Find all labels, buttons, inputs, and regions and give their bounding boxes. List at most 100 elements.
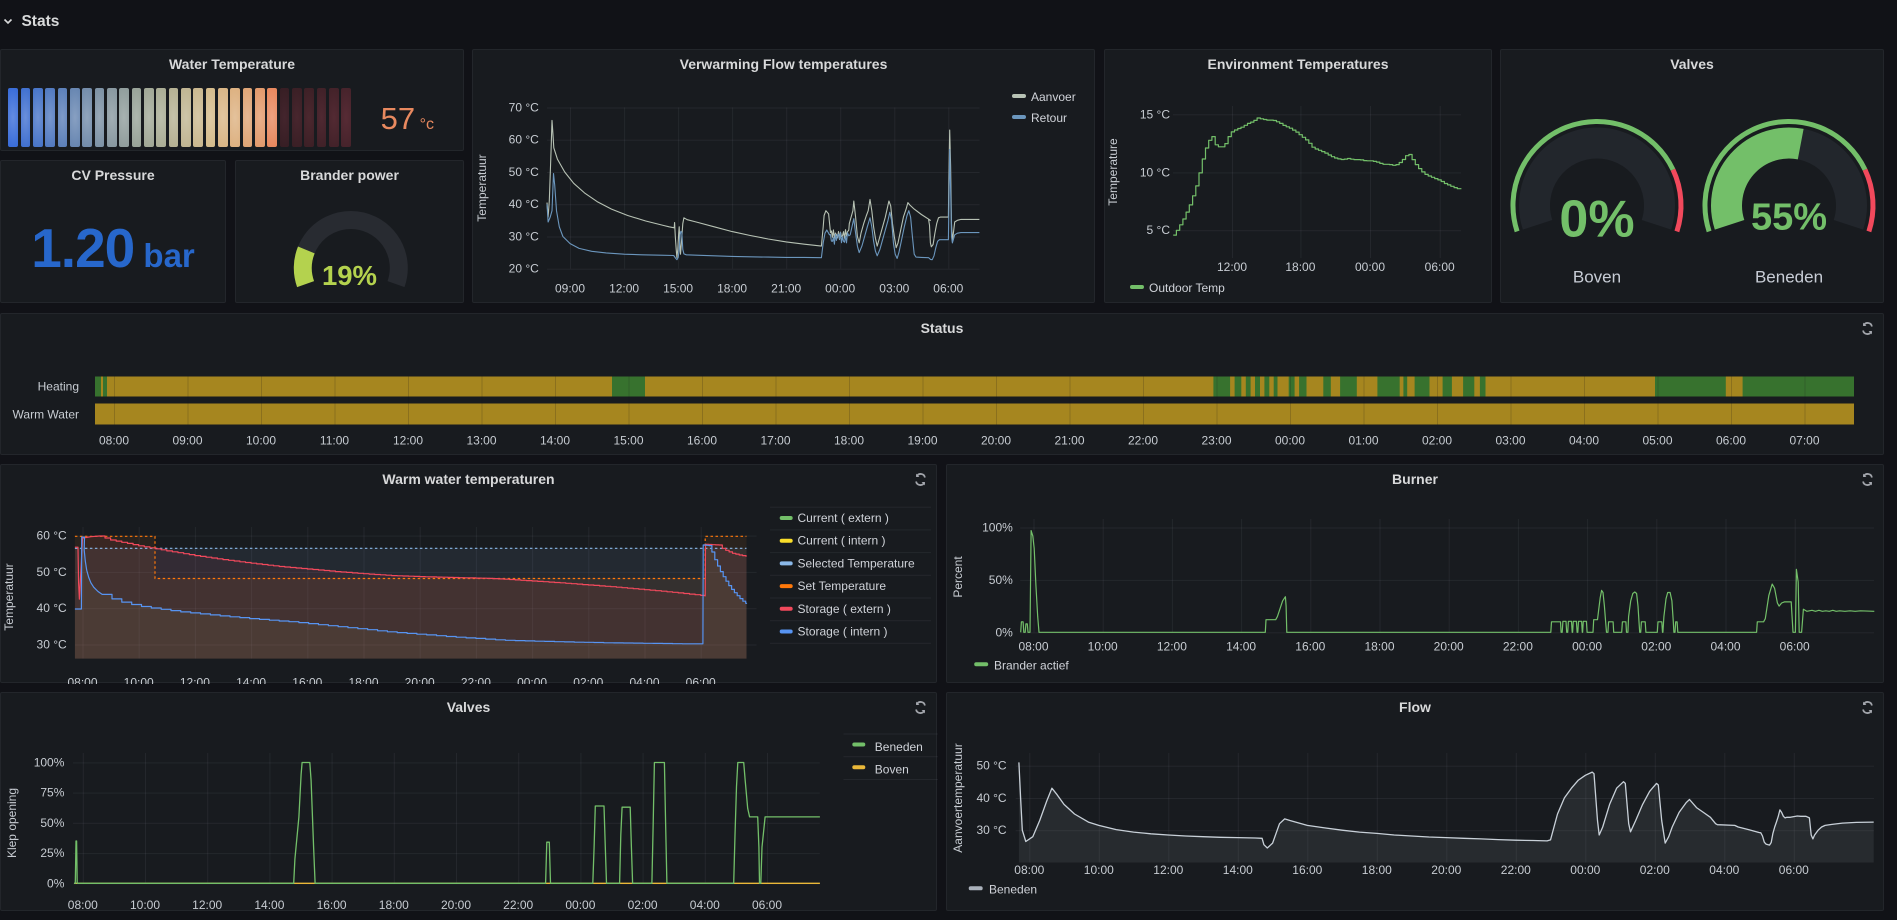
svg-text:16:00: 16:00	[317, 898, 347, 912]
svg-text:12:00: 12:00	[609, 281, 639, 295]
svg-text:Storage ( intern ): Storage ( intern )	[798, 625, 888, 639]
svg-text:04:00: 04:00	[690, 898, 720, 912]
svg-text:00:00: 00:00	[1572, 640, 1602, 654]
svg-text:Boven: Boven	[1573, 268, 1621, 287]
svg-text:07:00: 07:00	[1789, 434, 1819, 448]
svg-text:20:00: 20:00	[405, 675, 435, 684]
svg-text:40 °C: 40 °C	[976, 791, 1006, 805]
svg-text:Temperature: Temperature	[1106, 138, 1120, 206]
svg-text:06:00: 06:00	[933, 281, 963, 295]
svg-text:Retour: Retour	[1031, 111, 1067, 125]
svg-text:20 °C: 20 °C	[509, 262, 539, 276]
svg-text:04:00: 04:00	[629, 675, 659, 684]
svg-text:10:00: 10:00	[130, 898, 160, 912]
svg-text:50 °C: 50 °C	[37, 565, 67, 579]
svg-text:Heating: Heating	[38, 380, 79, 394]
svg-text:06:00: 06:00	[1780, 640, 1810, 654]
svg-text:18:00: 18:00	[348, 675, 378, 684]
svg-text:18:00: 18:00	[717, 281, 747, 295]
svg-text:06:00: 06:00	[1779, 863, 1809, 877]
svg-text:Temperatuur: Temperatuur	[475, 154, 489, 221]
svg-text:17:00: 17:00	[760, 434, 790, 448]
svg-text:30 °C: 30 °C	[509, 230, 539, 244]
svg-text:16:00: 16:00	[292, 675, 322, 684]
svg-text:Temperatuur: Temperatuur	[2, 563, 16, 630]
svg-text:12:00: 12:00	[1217, 260, 1247, 274]
svg-text:Outdoor Temp: Outdoor Temp	[1149, 281, 1225, 295]
svg-text:14:00: 14:00	[236, 675, 266, 684]
svg-text:25%: 25%	[40, 846, 64, 860]
svg-text:Beneden: Beneden	[1755, 268, 1823, 287]
svg-text:Selected Temperature: Selected Temperature	[798, 556, 916, 570]
svg-text:100%: 100%	[982, 521, 1013, 535]
svg-text:02:00: 02:00	[1641, 640, 1671, 654]
svg-text:08:00: 08:00	[1018, 640, 1048, 654]
svg-text:08:00: 08:00	[1014, 863, 1044, 877]
svg-text:00:00: 00:00	[825, 281, 855, 295]
svg-text:16:00: 16:00	[687, 434, 717, 448]
svg-text:50%: 50%	[40, 816, 64, 830]
svg-text:22:00: 22:00	[1501, 863, 1531, 877]
svg-text:75%: 75%	[40, 786, 64, 800]
svg-text:06:00: 06:00	[1425, 260, 1455, 274]
svg-text:13:00: 13:00	[466, 434, 496, 448]
svg-text:06:00: 06:00	[752, 898, 782, 912]
svg-text:10 °C: 10 °C	[1140, 165, 1170, 179]
svg-text:5 °C: 5 °C	[1147, 223, 1171, 237]
svg-text:70 °C: 70 °C	[509, 101, 539, 115]
svg-text:12:00: 12:00	[1157, 640, 1187, 654]
svg-text:0%: 0%	[47, 876, 65, 890]
svg-text:18:00: 18:00	[1364, 640, 1394, 654]
svg-text:08:00: 08:00	[99, 434, 129, 448]
svg-text:02:00: 02:00	[628, 898, 658, 912]
svg-text:03:00: 03:00	[879, 281, 909, 295]
svg-text:10:00: 10:00	[124, 675, 154, 684]
svg-text:20:00: 20:00	[981, 434, 1011, 448]
svg-text:22:00: 22:00	[1503, 640, 1533, 654]
svg-text:16:00: 16:00	[1295, 640, 1325, 654]
svg-text:Beneden: Beneden	[989, 882, 1037, 896]
svg-text:Warm Water: Warm Water	[13, 408, 79, 422]
svg-text:22:00: 22:00	[1128, 434, 1158, 448]
svg-text:21:00: 21:00	[1054, 434, 1084, 448]
svg-text:Storage ( extern ): Storage ( extern )	[798, 602, 891, 616]
svg-text:14:00: 14:00	[1223, 863, 1253, 877]
svg-text:Beneden: Beneden	[875, 740, 923, 754]
svg-text:09:00: 09:00	[172, 434, 202, 448]
svg-text:Brander actief: Brander actief	[994, 658, 1069, 672]
svg-text:10:00: 10:00	[1084, 863, 1114, 877]
svg-text:60 °C: 60 °C	[509, 133, 539, 147]
svg-text:03:00: 03:00	[1495, 434, 1525, 448]
svg-text:02:00: 02:00	[1422, 434, 1452, 448]
svg-text:100%: 100%	[34, 755, 65, 769]
svg-text:Current ( intern ): Current ( intern )	[798, 534, 886, 548]
svg-text:02:00: 02:00	[1640, 863, 1670, 877]
svg-text:09:00: 09:00	[555, 281, 585, 295]
svg-text:22:00: 22:00	[461, 675, 491, 684]
svg-text:15:00: 15:00	[663, 281, 693, 295]
svg-text:30 °C: 30 °C	[37, 638, 67, 652]
svg-text:08:00: 08:00	[67, 675, 97, 684]
svg-text:16:00: 16:00	[1292, 863, 1322, 877]
svg-text:12:00: 12:00	[1153, 863, 1183, 877]
svg-text:18:00: 18:00	[379, 898, 409, 912]
svg-text:14:00: 14:00	[540, 434, 570, 448]
svg-text:12:00: 12:00	[180, 675, 210, 684]
svg-text:00:00: 00:00	[1275, 434, 1305, 448]
svg-text:00:00: 00:00	[1355, 260, 1385, 274]
svg-text:30 °C: 30 °C	[976, 823, 1006, 837]
svg-text:0%: 0%	[1559, 191, 1634, 249]
svg-text:Percent: Percent	[951, 556, 965, 598]
svg-text:18:00: 18:00	[834, 434, 864, 448]
svg-text:15 °C: 15 °C	[1140, 107, 1170, 121]
svg-text:12:00: 12:00	[393, 434, 423, 448]
svg-text:Aanvoertemperatuur: Aanvoertemperatuur	[951, 743, 965, 852]
svg-text:14:00: 14:00	[1226, 640, 1256, 654]
svg-text:06:00: 06:00	[686, 675, 716, 684]
svg-text:40 °C: 40 °C	[37, 601, 67, 615]
svg-text:21:00: 21:00	[771, 281, 801, 295]
svg-text:01:00: 01:00	[1348, 434, 1378, 448]
svg-text:22:00: 22:00	[503, 898, 533, 912]
svg-text:10:00: 10:00	[1088, 640, 1118, 654]
svg-text:40 °C: 40 °C	[509, 197, 539, 211]
